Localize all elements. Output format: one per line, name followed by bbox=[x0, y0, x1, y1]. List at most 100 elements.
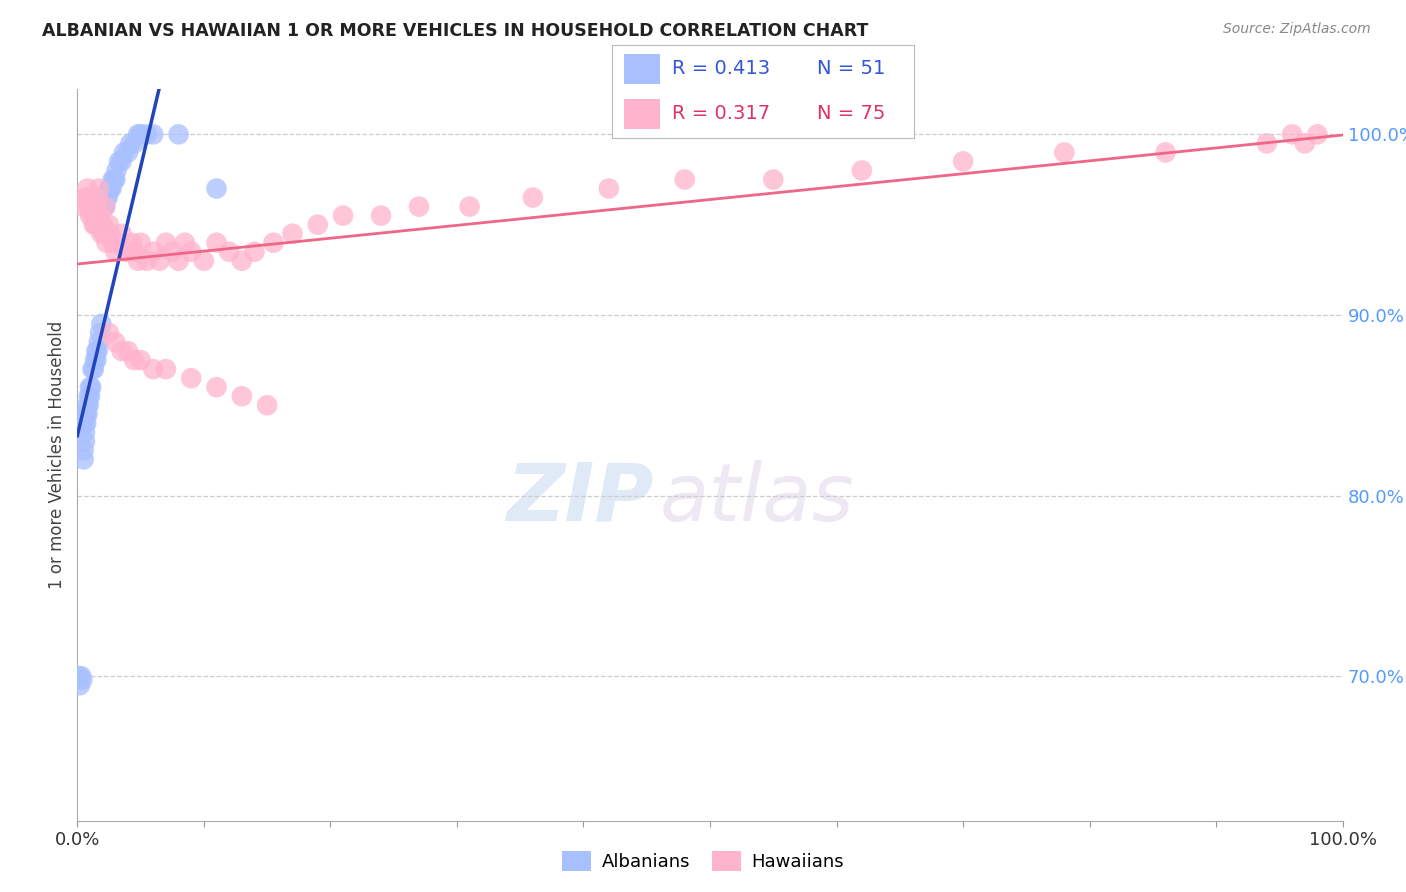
Point bbox=[101, 172, 124, 186]
Point bbox=[124, 244, 146, 259]
Point bbox=[84, 353, 107, 368]
Text: ALBANIAN VS HAWAIIAN 1 OR MORE VEHICLES IN HOUSEHOLD CORRELATION CHART: ALBANIAN VS HAWAIIAN 1 OR MORE VEHICLES … bbox=[42, 22, 869, 40]
Point bbox=[67, 669, 90, 683]
Point bbox=[408, 200, 430, 214]
Point bbox=[98, 181, 121, 195]
Point bbox=[105, 163, 128, 178]
Point bbox=[77, 200, 100, 214]
Point bbox=[108, 154, 131, 169]
Point bbox=[80, 200, 103, 214]
Point bbox=[89, 209, 111, 223]
Point bbox=[70, 669, 93, 683]
Point bbox=[98, 218, 120, 232]
Point bbox=[231, 253, 253, 268]
Point bbox=[86, 200, 108, 214]
Point bbox=[73, 417, 96, 431]
Point bbox=[205, 380, 228, 394]
Point bbox=[952, 154, 974, 169]
Point bbox=[93, 227, 115, 241]
Point bbox=[94, 200, 117, 214]
Point bbox=[205, 235, 228, 250]
Text: ZIP: ZIP bbox=[506, 459, 654, 538]
Point bbox=[75, 407, 97, 421]
Point bbox=[262, 235, 284, 250]
Point bbox=[1306, 128, 1329, 142]
Point bbox=[93, 200, 115, 214]
Point bbox=[174, 235, 197, 250]
Point bbox=[73, 434, 96, 449]
Point bbox=[762, 172, 785, 186]
Point bbox=[121, 235, 143, 250]
Point bbox=[103, 172, 125, 186]
Point bbox=[73, 200, 96, 214]
Point bbox=[129, 353, 152, 368]
Point bbox=[124, 136, 146, 151]
Point bbox=[100, 181, 122, 195]
Point bbox=[1053, 145, 1076, 160]
Point bbox=[598, 181, 620, 195]
Point bbox=[120, 136, 142, 151]
Point bbox=[129, 235, 152, 250]
Point bbox=[112, 145, 135, 160]
Y-axis label: 1 or more Vehicles in Household: 1 or more Vehicles in Household bbox=[48, 321, 66, 589]
Point bbox=[104, 244, 127, 259]
Text: N = 51: N = 51 bbox=[817, 60, 886, 78]
Point bbox=[1294, 136, 1316, 151]
Point bbox=[111, 344, 132, 359]
Point bbox=[76, 181, 98, 195]
Point bbox=[111, 227, 132, 241]
Text: N = 75: N = 75 bbox=[817, 104, 886, 123]
Point bbox=[107, 235, 129, 250]
Point bbox=[96, 235, 118, 250]
Point bbox=[142, 128, 165, 142]
Point bbox=[104, 172, 127, 186]
Point bbox=[75, 190, 97, 204]
Point bbox=[84, 218, 107, 232]
Text: Source: ZipAtlas.com: Source: ZipAtlas.com bbox=[1223, 22, 1371, 37]
Point bbox=[458, 200, 481, 214]
Point bbox=[72, 673, 94, 687]
Point bbox=[243, 244, 266, 259]
Point bbox=[86, 344, 108, 359]
Point bbox=[90, 317, 112, 331]
Point bbox=[205, 181, 228, 195]
Point bbox=[82, 209, 104, 223]
Point bbox=[82, 362, 104, 376]
Point bbox=[167, 128, 190, 142]
Point bbox=[77, 398, 100, 412]
Point bbox=[218, 244, 240, 259]
Point bbox=[97, 190, 120, 204]
Point bbox=[98, 181, 120, 195]
Point bbox=[86, 344, 108, 359]
Point bbox=[167, 253, 190, 268]
Point bbox=[83, 362, 105, 376]
Point bbox=[87, 181, 110, 195]
Text: atlas: atlas bbox=[659, 459, 855, 538]
Point bbox=[142, 244, 165, 259]
Text: R = 0.317: R = 0.317 bbox=[672, 104, 770, 123]
Point bbox=[89, 326, 111, 340]
Point bbox=[180, 244, 202, 259]
Point bbox=[79, 389, 101, 403]
Point bbox=[149, 253, 172, 268]
Point bbox=[256, 398, 278, 412]
Point bbox=[117, 344, 139, 359]
Point bbox=[86, 353, 108, 368]
Point bbox=[86, 190, 108, 204]
Point bbox=[91, 218, 114, 232]
Text: R = 0.413: R = 0.413 bbox=[672, 60, 770, 78]
Point bbox=[162, 244, 183, 259]
Point bbox=[76, 398, 98, 412]
Point bbox=[851, 163, 873, 178]
Point bbox=[136, 128, 159, 142]
Point bbox=[231, 389, 253, 403]
Point bbox=[522, 190, 544, 204]
Point bbox=[155, 362, 177, 376]
Point bbox=[87, 334, 110, 349]
Point bbox=[111, 154, 132, 169]
Point bbox=[117, 145, 139, 160]
Point bbox=[83, 218, 105, 232]
Point bbox=[1154, 145, 1177, 160]
Point bbox=[117, 244, 139, 259]
Point bbox=[94, 200, 117, 214]
